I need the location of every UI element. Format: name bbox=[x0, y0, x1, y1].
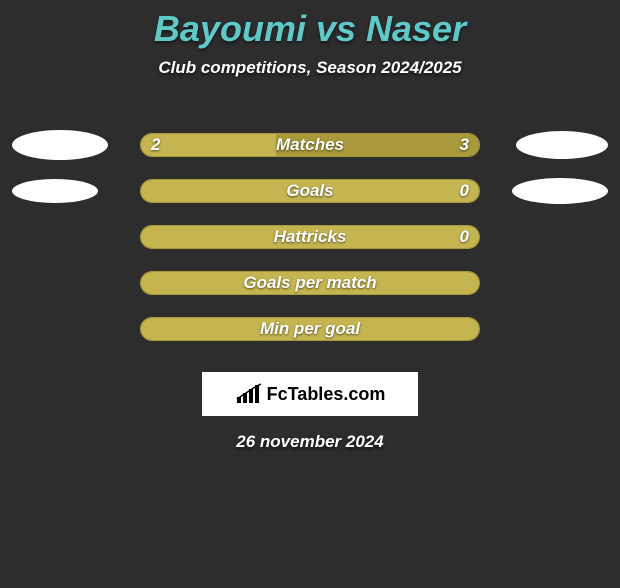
stat-bar: 23Matches bbox=[140, 133, 480, 157]
stat-row: 0Goals bbox=[0, 168, 620, 214]
stat-label: Hattricks bbox=[141, 226, 479, 248]
player-left-ellipse bbox=[12, 130, 108, 160]
logo-text: FcTables.com bbox=[267, 384, 386, 405]
stat-bar: 0Hattricks bbox=[140, 225, 480, 249]
player-right-ellipse bbox=[516, 131, 608, 159]
stat-label: Min per goal bbox=[141, 318, 479, 340]
stat-label: Matches bbox=[141, 134, 479, 156]
stat-bar: 0Goals bbox=[140, 179, 480, 203]
page-title: Bayoumi vs Naser bbox=[0, 8, 620, 50]
stat-row: Min per goal bbox=[0, 306, 620, 352]
player-right-ellipse bbox=[512, 178, 608, 204]
footer-date: 26 november 2024 bbox=[0, 432, 620, 452]
stat-rows: 23Matches 0Goals 0Hattricks Goals per match… bbox=[0, 122, 620, 352]
stat-row: 23Matches bbox=[0, 122, 620, 168]
logo-box: FcTables.com bbox=[202, 372, 418, 416]
stat-row: 0Hattricks bbox=[0, 214, 620, 260]
page-subtitle: Club competitions, Season 2024/2025 bbox=[0, 58, 620, 78]
stat-label: Goals per match bbox=[141, 272, 479, 294]
player-left-ellipse bbox=[12, 179, 98, 203]
stat-label: Goals bbox=[141, 180, 479, 202]
chart-bars-icon bbox=[235, 383, 263, 405]
stat-bar: Min per goal bbox=[140, 317, 480, 341]
stat-bar: Goals per match bbox=[140, 271, 480, 295]
stat-row: Goals per match bbox=[0, 260, 620, 306]
